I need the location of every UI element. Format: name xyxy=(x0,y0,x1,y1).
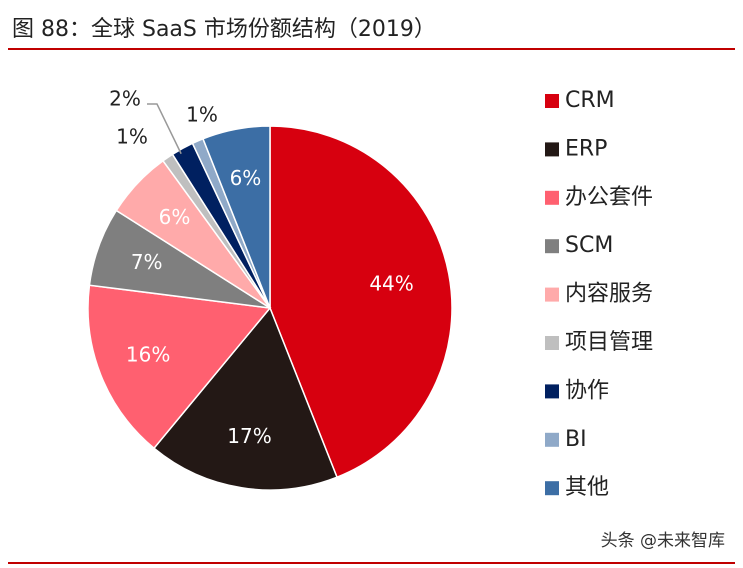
data-label: 6% xyxy=(159,205,191,229)
chart-title: 图 88：全球 SaaS 市场份额结构（2019） xyxy=(12,17,436,42)
data-label: 44% xyxy=(369,271,413,295)
legend-swatch xyxy=(545,94,559,108)
pie-slice xyxy=(202,125,271,309)
pie-slice xyxy=(152,306,338,491)
pie-slice xyxy=(87,284,272,450)
legend-label: 项目管理 xyxy=(565,330,653,355)
data-label: 17% xyxy=(227,424,271,448)
legend-swatch xyxy=(545,142,559,157)
legend-swatch xyxy=(545,190,559,205)
legend-swatch xyxy=(545,432,559,447)
source: 头条 @未来智库 xyxy=(601,531,725,551)
data-label: 16% xyxy=(126,343,170,367)
legend-swatch xyxy=(545,481,559,496)
legend-swatch xyxy=(545,239,559,254)
data-label: 1% xyxy=(186,103,218,127)
legend-label: CRM xyxy=(565,88,615,113)
legend-label: SCM xyxy=(565,233,613,258)
data-label: 1% xyxy=(116,125,148,149)
legend-label: 其他 xyxy=(565,475,609,500)
legend-label: 协作 xyxy=(565,378,609,403)
leader-line xyxy=(147,103,182,155)
legend-label: BI xyxy=(565,427,587,452)
data-label: 2% xyxy=(109,87,141,111)
legend-swatch xyxy=(545,287,559,302)
legend-label: ERP xyxy=(565,136,607,161)
legend-label: 办公套件 xyxy=(565,185,653,210)
data-label: 6% xyxy=(230,166,262,190)
legend-swatch xyxy=(545,384,559,399)
data-label: 7% xyxy=(131,250,163,274)
legend-swatch xyxy=(545,336,559,350)
pie-slice xyxy=(269,125,453,479)
legend-label: 内容服务 xyxy=(565,282,653,307)
